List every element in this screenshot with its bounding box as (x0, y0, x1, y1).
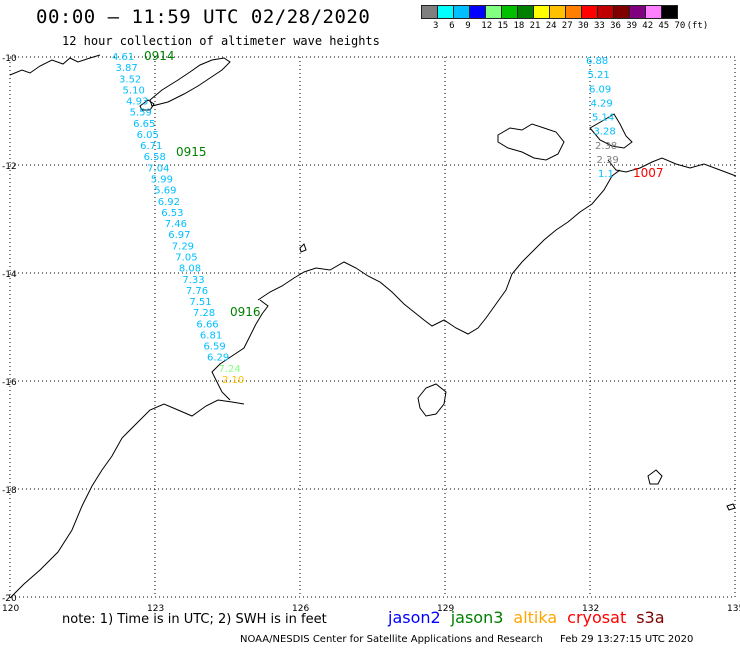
wave-height-value: 1.1 (598, 169, 614, 180)
wave-height-value: 5.14 (592, 113, 614, 124)
legend-label: 45 (658, 21, 670, 31)
credit-org: NOAA/NESDIS Center for Satellite Applica… (240, 634, 543, 645)
wave-height-value: 6.88 (586, 56, 608, 67)
map-title: 00:00 – 11:59 UTC 02/28/2020 (36, 6, 371, 28)
wave-height-value: 6.29 (207, 353, 229, 364)
wave-height-value: 6.53 (161, 208, 183, 219)
wave-height-value: 6.71 (140, 141, 162, 152)
wave-height-value: 4.93 (126, 97, 148, 108)
legend-label: 3 (433, 21, 439, 31)
wave-height-value: 4.29 (591, 98, 613, 109)
legend-label: 21 (529, 21, 541, 31)
wave-height-value: 6.97 (168, 230, 190, 241)
satellite-legend-item: cryosat (567, 608, 627, 627)
wave-height-value: 7.24 (218, 364, 240, 375)
lat-label: -14 (2, 270, 17, 280)
wave-height-value: 6.59 (203, 342, 225, 353)
lat-lon-grid (9, 56, 736, 598)
legend-label: 15 (497, 21, 509, 31)
wave-height-value: 7.46 (165, 219, 187, 230)
legend-label: 18 (513, 21, 525, 31)
wave-height-value: 7.29 (172, 241, 194, 252)
altimeter-tracks: 4.613.873.525.104.935.596.656.056.716.58… (112, 49, 664, 386)
lon-label: 120 (2, 604, 19, 614)
legend-label: 39 (626, 21, 638, 31)
lat-label: -16 (2, 378, 17, 388)
lon-label: 135 (727, 604, 740, 614)
wave-height-value: 5.21 (588, 70, 610, 81)
wave-height-value: 3.87 (116, 63, 138, 74)
legend-label: 70 (674, 21, 686, 31)
wave-height-value: 2.10 (222, 375, 244, 386)
wave-height-value: 7.33 (182, 275, 204, 286)
legend-unit: (ft) (686, 21, 709, 31)
track-time-label: 1007 (633, 166, 664, 180)
lon-label: 129 (437, 604, 454, 614)
wave-height-value: 5.99 (151, 175, 173, 186)
wave-height-value: 7.28 (193, 308, 215, 319)
wave-height-value: 3.28 (594, 127, 616, 138)
legend-label: 12 (481, 21, 493, 31)
legend-swatch (661, 5, 678, 19)
satellite-legend-item: altika (513, 608, 558, 627)
wave-height-value: 7.05 (175, 252, 197, 263)
wave-height-value: 6.58 (144, 152, 166, 163)
wave-height-value: 7.76 (186, 286, 208, 297)
lat-label: -12 (2, 162, 17, 172)
legend-label: 36 (610, 21, 621, 31)
credit-line: NOAA/NESDIS Center for Satellite Applica… (240, 634, 707, 645)
track-time-label: 0915 (176, 145, 207, 159)
credit-timestamp: Feb 29 13:27:15 UTC 2020 (560, 634, 694, 645)
legend-label: 33 (594, 21, 605, 31)
satellite-legend-item: s3a (636, 608, 665, 627)
lon-label: 123 (147, 604, 164, 614)
wave-height-value: 2.39 (597, 155, 619, 166)
track-time-label: 0916 (230, 305, 261, 319)
wave-height-value: 4.61 (112, 52, 134, 63)
wave-height-value: 7.51 (189, 297, 211, 308)
legend-label: 9 (465, 21, 471, 31)
wave-height-value: 6.66 (196, 319, 218, 330)
satellite-legend-item: jason3 (450, 608, 504, 627)
legend-label: 6 (449, 21, 455, 31)
wave-height-value: 2.38 (595, 141, 617, 152)
wave-height-value: 5.10 (123, 85, 145, 96)
wave-height-value: 6.81 (200, 330, 222, 341)
track-time-label: 0914 (144, 49, 175, 63)
lon-label: 132 (582, 604, 599, 614)
legend-label: 24 (545, 21, 557, 31)
wave-height-value: 8.08 (179, 264, 201, 275)
legend-labels: 3 6 9 12 15 18 21 24 27 30 33 36 39 42 45 70 (ft) (421, 19, 708, 33)
satellite-legend: jason2 jason3 altika cryosat s3a (388, 608, 675, 627)
map-frame (9, 56, 736, 598)
wave-height-value: 3.52 (119, 74, 141, 85)
satellite-legend-item: jason2 (388, 608, 441, 627)
lon-label: 126 (292, 604, 309, 614)
lat-label: -10 (2, 54, 17, 64)
legend-swatches (421, 5, 678, 19)
wave-height-value: 6.05 (137, 130, 159, 141)
legend-label: 27 (561, 21, 573, 31)
lat-label: -18 (2, 486, 17, 496)
wave-height-value: 6.65 (133, 119, 155, 130)
lat-label: -20 (2, 594, 17, 604)
wave-height-value: 5.69 (154, 186, 176, 197)
legend-label: 42 (642, 21, 654, 31)
coastline (9, 54, 737, 599)
wave-height-value: 6.92 (158, 197, 180, 208)
wave-height-color-legend: 3 6 9 12 15 18 21 24 27 30 33 36 39 42 45 70 (ft) (421, 5, 708, 33)
note-text: note: 1) Time is in UTC; 2) SWH is in fe… (62, 612, 327, 627)
map-subtitle: 12 hour collection of altimeter wave hei… (62, 34, 380, 48)
legend-label: 30 (577, 21, 589, 31)
wave-height-value: 5.59 (130, 108, 152, 119)
wave-height-value: 6.09 (589, 84, 611, 95)
wave-height-value: 7.04 (147, 163, 169, 174)
